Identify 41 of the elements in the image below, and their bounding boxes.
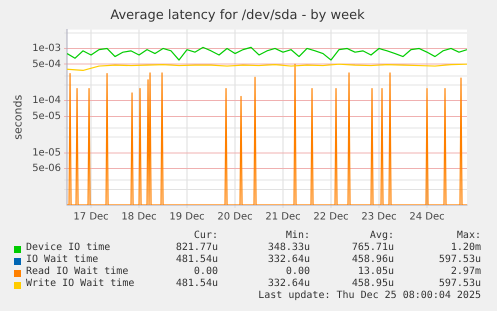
- x-tick-label: 19 Dec: [169, 212, 205, 223]
- x-tick-label: 20 Dec: [217, 212, 253, 223]
- y-tick-label: 1e-03: [32, 43, 62, 54]
- y-tick-label: 5e-04: [32, 58, 62, 70]
- x-tick-label: 18 Dec: [121, 212, 157, 223]
- text: Cur:: [194, 230, 218, 241]
- y-tick-label: 5e-05: [32, 110, 62, 122]
- legend-label: Write IO Wait time: [26, 278, 134, 289]
- text: 348.33u: [268, 242, 310, 253]
- y-axis-title: seconds: [11, 94, 24, 140]
- x-tick-label: 23 Dec: [361, 212, 397, 223]
- chart-title: Average latency for /dev/sda - by week: [110, 8, 366, 24]
- text: Max:: [456, 230, 481, 241]
- x-tick-label: 24 Dec: [409, 212, 445, 223]
- text: Avg:: [370, 230, 394, 241]
- y-tick-label: 1e-04: [32, 95, 62, 106]
- text: 1.20m: [450, 242, 481, 253]
- legend-label: Device IO time: [26, 242, 110, 253]
- x-tick-label: 17 Dec: [73, 212, 109, 223]
- text: 0.00: [286, 266, 310, 277]
- text: 458.96u: [352, 254, 394, 265]
- text: 597.53u: [438, 278, 481, 289]
- text: 597.53u: [438, 254, 481, 265]
- text: Min:: [286, 230, 310, 241]
- text: 332.64u: [268, 278, 310, 289]
- text: 332.64u: [268, 254, 310, 265]
- text: 458.95u: [352, 278, 394, 289]
- legend-label: Read IO Wait time: [26, 266, 128, 277]
- x-tick-label: 22 Dec: [313, 212, 349, 223]
- text: 765.71u: [352, 242, 394, 253]
- text: 481.54u: [176, 278, 218, 289]
- text: 821.77u: [176, 242, 218, 253]
- text: 481.54u: [176, 254, 218, 265]
- y-tick-label: 5e-06: [32, 163, 62, 174]
- y-tick-label: 1e-05: [32, 147, 62, 158]
- text: 2.97m: [450, 266, 481, 277]
- legend-label: IO Wait time: [26, 254, 98, 265]
- text: 0.00: [194, 266, 218, 277]
- text: Last update: Thu Dec 25 08:00:04 2025: [258, 290, 481, 301]
- text: 13.05u: [358, 266, 394, 277]
- x-tick-label: 21 Dec: [265, 212, 301, 223]
